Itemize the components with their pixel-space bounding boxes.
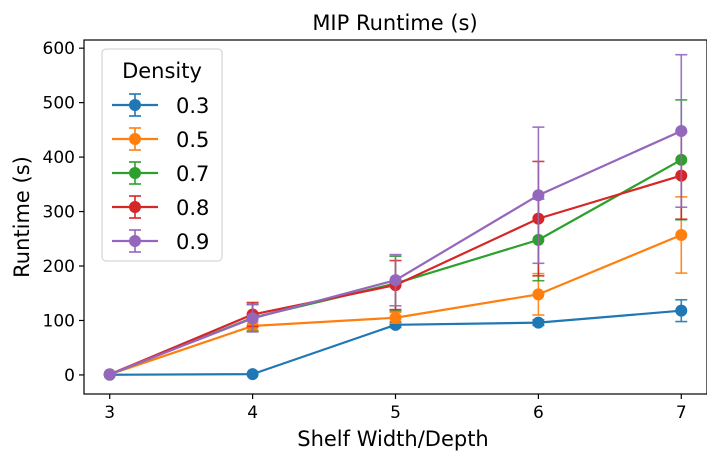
x-tick-label: 6 bbox=[533, 403, 544, 423]
chart-title: MIP Runtime (s) bbox=[312, 11, 477, 35]
series-0.9 bbox=[103, 53, 688, 381]
x-tick-label: 3 bbox=[104, 403, 115, 423]
axis-ticks: 3 4 5 6 7 0 100 200 300 400 500 600 bbox=[43, 39, 687, 423]
legend-label: 0.9 bbox=[176, 230, 209, 254]
legend-entry: 0.7 bbox=[112, 161, 209, 186]
legend-entry: 0.5 bbox=[112, 127, 209, 152]
legend-marker bbox=[129, 133, 141, 145]
legend-label: 0.5 bbox=[176, 128, 209, 152]
y-tick-label: 200 bbox=[43, 257, 75, 277]
data-point bbox=[103, 368, 116, 381]
legend: Density 0.3 0.5 0.7 0.8 0.9 bbox=[101, 48, 223, 262]
x-tick-label: 5 bbox=[390, 403, 401, 423]
legend-label: 0.3 bbox=[176, 94, 209, 118]
data-point bbox=[675, 228, 688, 241]
y-tick-label: 300 bbox=[43, 203, 75, 223]
plot-area bbox=[103, 53, 688, 381]
y-tick-label: 400 bbox=[43, 148, 75, 168]
x-tick-label: 4 bbox=[247, 403, 258, 423]
legend-label: 0.7 bbox=[176, 162, 209, 186]
legend-marker bbox=[129, 235, 141, 247]
data-point bbox=[246, 368, 259, 381]
y-axis-label: Runtime (s) bbox=[10, 156, 34, 278]
data-point bbox=[389, 311, 402, 324]
data-point bbox=[246, 312, 259, 325]
y-tick-label: 100 bbox=[43, 311, 75, 331]
legend-marker bbox=[129, 99, 141, 111]
legend-label: 0.8 bbox=[176, 196, 209, 220]
legend-marker bbox=[129, 201, 141, 213]
y-tick-label: 500 bbox=[43, 94, 75, 114]
legend-title: Density bbox=[122, 59, 202, 83]
x-axis-label: Shelf Width/Depth bbox=[297, 427, 489, 451]
y-tick-label: 0 bbox=[64, 366, 75, 386]
y-tick-label: 600 bbox=[43, 39, 75, 59]
data-point bbox=[389, 274, 402, 287]
data-point bbox=[675, 124, 688, 137]
data-point bbox=[532, 316, 545, 329]
legend-marker bbox=[129, 167, 141, 179]
legend-entry: 0.9 bbox=[112, 229, 209, 254]
legend-entry: 0.3 bbox=[112, 93, 209, 118]
data-point bbox=[532, 288, 545, 301]
data-point bbox=[532, 189, 545, 202]
legend-entry: 0.8 bbox=[112, 195, 209, 220]
legend-entries: 0.3 0.5 0.7 0.8 0.9 bbox=[112, 93, 209, 254]
x-tick-label: 7 bbox=[676, 403, 687, 423]
data-point bbox=[675, 304, 688, 317]
